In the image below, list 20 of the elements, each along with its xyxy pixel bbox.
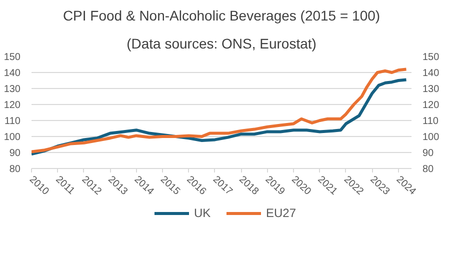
y-tick-label: 130: [4, 84, 21, 95]
legend-label: EU27: [266, 206, 296, 220]
y2-tick-label: 140: [422, 68, 440, 79]
y2-tick-label: 90: [422, 148, 434, 159]
chart-title: CPI Food & Non-Alcoholic Beverages (2015 = 100): [62, 8, 380, 24]
chart-subtitle: (Data sources: ONS, Eurostat): [126, 36, 316, 52]
y-tick-label: 80: [9, 164, 21, 175]
y2-tick-label: 100: [422, 132, 440, 143]
y-tick-label: 90: [9, 148, 21, 159]
y-tick-label: 140: [4, 68, 21, 79]
y-tick-label: 110: [4, 116, 21, 127]
y2-tick-label: 130: [422, 84, 440, 95]
y-tick-label: 100: [4, 132, 21, 143]
y2-tick-label: 110: [422, 116, 439, 127]
y2-tick-label: 120: [422, 100, 440, 111]
legend-label: UK: [194, 206, 212, 220]
y2-tick-label: 80: [422, 164, 434, 175]
y2-tick-label: 150: [422, 52, 440, 63]
y-tick-label: 120: [4, 100, 21, 111]
y-tick-label: 150: [4, 52, 21, 63]
